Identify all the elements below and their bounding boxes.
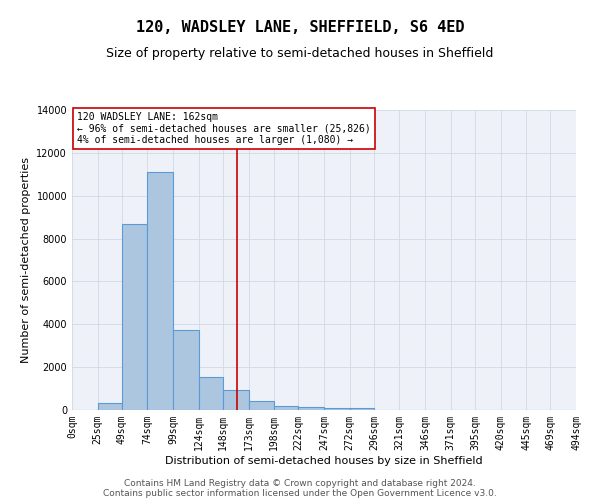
- Text: Size of property relative to semi-detached houses in Sheffield: Size of property relative to semi-detach…: [106, 48, 494, 60]
- Bar: [298, 407, 324, 410]
- Bar: [199, 377, 223, 410]
- Bar: [274, 406, 298, 410]
- Bar: [148, 172, 173, 410]
- Bar: [324, 408, 350, 410]
- Text: 120, WADSLEY LANE, SHEFFIELD, S6 4ED: 120, WADSLEY LANE, SHEFFIELD, S6 4ED: [136, 20, 464, 35]
- Text: Contains public sector information licensed under the Open Government Licence v3: Contains public sector information licen…: [103, 488, 497, 498]
- Bar: [223, 390, 248, 410]
- Text: Contains HM Land Registry data © Crown copyright and database right 2024.: Contains HM Land Registry data © Crown c…: [124, 478, 476, 488]
- Bar: [98, 402, 122, 410]
- Bar: [350, 408, 374, 410]
- Bar: [248, 402, 274, 410]
- X-axis label: Distribution of semi-detached houses by size in Sheffield: Distribution of semi-detached houses by …: [165, 456, 483, 466]
- Text: 120 WADSLEY LANE: 162sqm
← 96% of semi-detached houses are smaller (25,826)
4% o: 120 WADSLEY LANE: 162sqm ← 96% of semi-d…: [77, 112, 371, 144]
- Y-axis label: Number of semi-detached properties: Number of semi-detached properties: [21, 157, 31, 363]
- Bar: [122, 224, 148, 410]
- Bar: [173, 330, 199, 410]
